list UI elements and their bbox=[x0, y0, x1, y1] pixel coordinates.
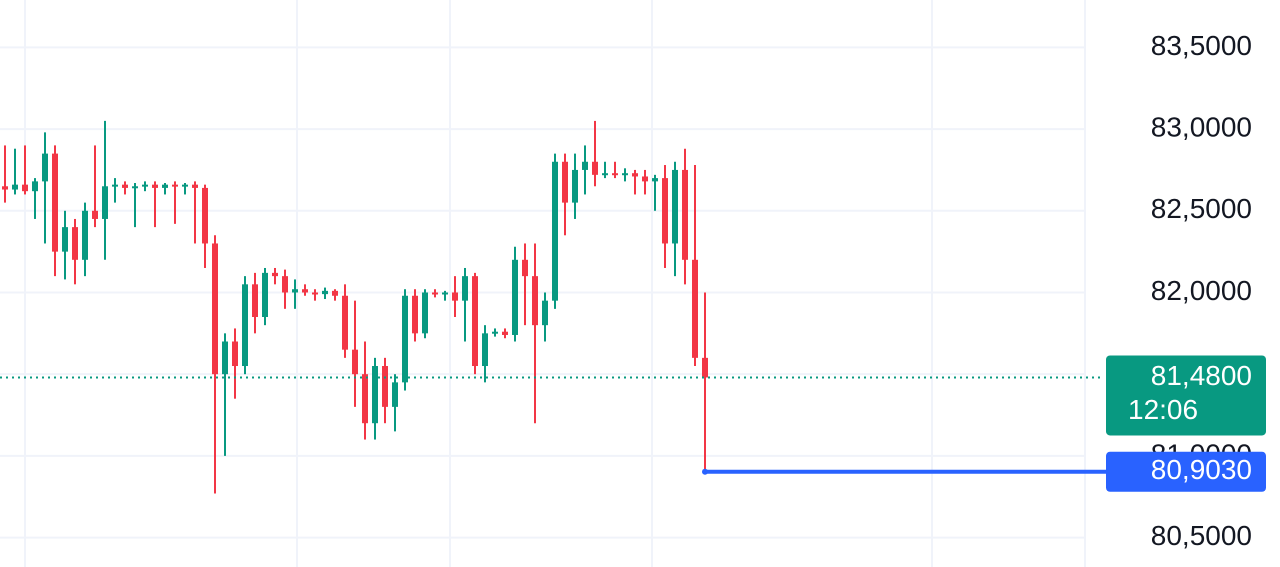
candle-body bbox=[182, 184, 188, 187]
candle-body bbox=[552, 161, 558, 301]
candle-body bbox=[542, 300, 548, 326]
candle-body bbox=[382, 366, 388, 407]
candle-body bbox=[422, 292, 428, 334]
candle-body bbox=[12, 184, 18, 190]
candle-body bbox=[502, 331, 508, 335]
candle-body bbox=[412, 295, 418, 334]
candle-body bbox=[102, 186, 108, 219]
candle-body bbox=[82, 210, 88, 260]
candle-body bbox=[222, 341, 228, 375]
candle-body bbox=[472, 276, 478, 367]
candle-body bbox=[2, 186, 8, 190]
candle-body bbox=[582, 161, 588, 170]
candle-body bbox=[452, 292, 458, 301]
candle-body bbox=[242, 284, 248, 367]
candle-body bbox=[262, 272, 268, 317]
candle-body bbox=[672, 169, 678, 244]
candle-body bbox=[192, 184, 198, 188]
candle-body bbox=[682, 169, 688, 260]
candle-body bbox=[32, 181, 38, 192]
candle-body bbox=[272, 272, 278, 277]
candle-body bbox=[302, 289, 308, 293]
candle-body bbox=[132, 186, 138, 189]
candle-body bbox=[512, 259, 518, 335]
y-tick-label: 83,0000 bbox=[1151, 111, 1252, 142]
candle-body bbox=[42, 153, 48, 182]
candle-body bbox=[172, 184, 178, 187]
last-price-label: 81,4800 bbox=[1151, 360, 1252, 391]
candle-body bbox=[232, 341, 238, 367]
candle-body bbox=[142, 184, 148, 187]
candle-body bbox=[62, 227, 68, 252]
candle-body bbox=[282, 276, 288, 293]
last-price-box bbox=[1106, 355, 1266, 436]
price-line-label: 80,9030 bbox=[1151, 454, 1252, 485]
candle-body bbox=[652, 178, 658, 182]
candle-body bbox=[342, 295, 348, 350]
y-tick-label: 82,5000 bbox=[1151, 193, 1252, 224]
candle-body bbox=[122, 184, 128, 188]
candle-body bbox=[52, 153, 58, 252]
candle-body bbox=[522, 259, 528, 277]
candle-body bbox=[462, 276, 468, 301]
candle-body bbox=[352, 349, 358, 375]
candle-body bbox=[362, 374, 368, 424]
candle-body bbox=[622, 173, 628, 176]
candle-body bbox=[562, 161, 568, 203]
candle-body bbox=[392, 382, 398, 407]
candle-body bbox=[432, 292, 438, 295]
candle-body bbox=[162, 184, 168, 188]
candle-body bbox=[492, 331, 498, 334]
time-grid bbox=[24, 0, 1086, 567]
candle-body bbox=[152, 184, 158, 188]
candle-body bbox=[532, 276, 538, 326]
price-line-box bbox=[1106, 451, 1266, 492]
candle-body bbox=[202, 187, 208, 244]
candle-body bbox=[112, 184, 118, 187]
candle-body bbox=[372, 366, 378, 424]
candle-body bbox=[482, 333, 488, 367]
candle-body bbox=[442, 292, 448, 295]
y-tick-label: 80,5000 bbox=[1151, 520, 1252, 551]
candle-body bbox=[312, 292, 318, 295]
candle-body bbox=[642, 176, 648, 182]
candle-body bbox=[322, 290, 328, 295]
candle-body bbox=[572, 169, 578, 203]
candle-body bbox=[702, 357, 708, 378]
candle-body bbox=[92, 210, 98, 219]
candle-body bbox=[402, 295, 408, 383]
candle-body bbox=[292, 289, 298, 293]
y-tick-label: 83,5000 bbox=[1151, 30, 1252, 61]
candle-body bbox=[252, 284, 258, 317]
candle-body bbox=[632, 173, 638, 177]
candle-body bbox=[692, 259, 698, 358]
candle-body bbox=[612, 173, 618, 176]
y-tick-label: 82,0000 bbox=[1151, 275, 1252, 306]
candle-body bbox=[72, 227, 78, 260]
candle-body bbox=[212, 243, 218, 375]
candle-body bbox=[332, 290, 338, 296]
candle-body bbox=[592, 161, 598, 175]
candle-body bbox=[22, 184, 28, 192]
candle-body bbox=[602, 173, 608, 176]
price-line-dot bbox=[702, 468, 708, 475]
candle-body bbox=[662, 178, 668, 244]
last-price-time: 12:06 bbox=[1128, 394, 1198, 425]
